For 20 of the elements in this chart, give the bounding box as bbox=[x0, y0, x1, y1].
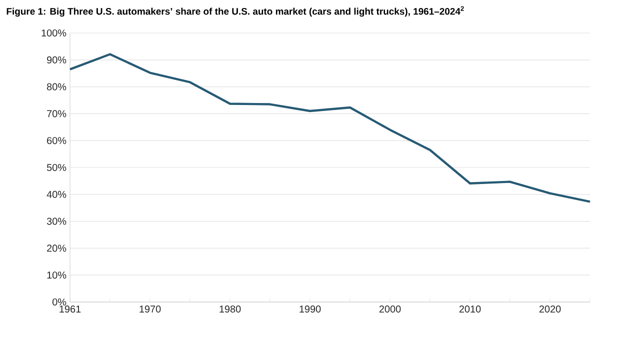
x-tick-label: 2010 bbox=[459, 306, 481, 313]
x-tick-label: 1970 bbox=[140, 306, 161, 313]
y-tick-label: 0% bbox=[52, 298, 66, 306]
x-tick-label: 1961 bbox=[60, 306, 81, 313]
x-tick-label: 1980 bbox=[220, 306, 241, 313]
y-tick-label: 30% bbox=[46, 218, 66, 225]
chart-title: Figure 1: Big Three U.S. automakers’ share of the U.S. auto market (cars and light trucks), 1961–2024$^{2}$ bbox=[6, 6, 464, 17]
line-series bbox=[68, 53, 592, 203]
y-tick-label: 60% bbox=[47, 137, 66, 144]
y-tick-label: 40% bbox=[46, 190, 66, 198]
y-tick-label: 80% bbox=[46, 83, 66, 90]
y-tick-label: 10% bbox=[47, 272, 66, 279]
y-tick-label: 90% bbox=[47, 56, 66, 64]
y-tick-label: 50% bbox=[46, 164, 66, 172]
x-tick-label: 2000 bbox=[379, 306, 401, 313]
x-tick-label: 1990 bbox=[300, 306, 321, 313]
y-tick-label: 100% bbox=[42, 29, 66, 37]
y-tick-label: 70% bbox=[47, 110, 66, 118]
y-tick-label: 20% bbox=[47, 244, 66, 252]
x-tick-label: 2020 bbox=[539, 306, 561, 313]
